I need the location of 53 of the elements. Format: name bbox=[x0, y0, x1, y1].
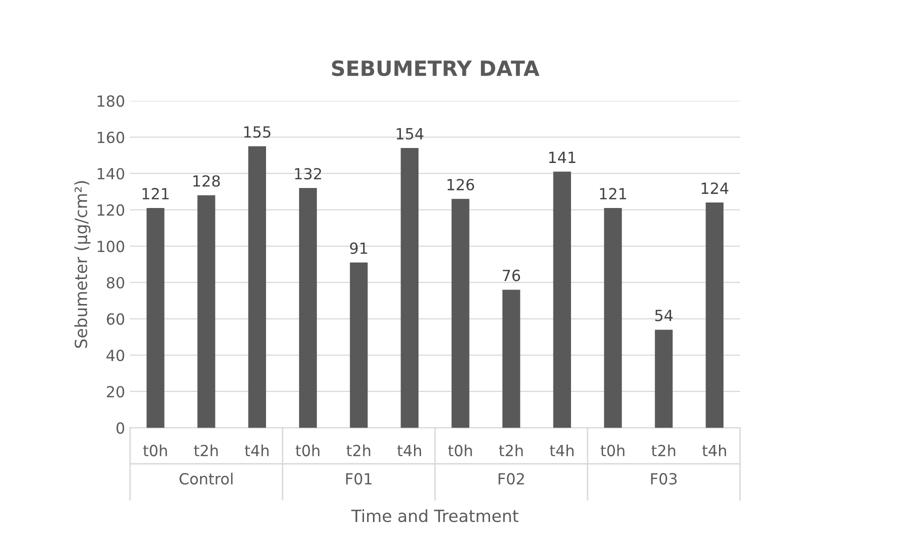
x-tick-label: t2h bbox=[651, 444, 676, 456]
bar bbox=[197, 195, 216, 428]
x-tick-label: t0h bbox=[600, 444, 624, 456]
y-tick-label: 60 bbox=[106, 313, 124, 325]
data-label: 121 bbox=[600, 188, 626, 200]
x-tick-label: t2h bbox=[346, 444, 370, 456]
y-tick-label: 180 bbox=[98, 95, 124, 107]
bar bbox=[553, 172, 572, 428]
y-tick-label: 40 bbox=[106, 350, 124, 362]
chart-title: SEBUMETRY DATA bbox=[332, 60, 540, 76]
bar bbox=[706, 202, 724, 428]
data-label: 126 bbox=[448, 178, 474, 190]
text: F01 bbox=[346, 473, 372, 485]
x-tick-label: t2h bbox=[499, 444, 523, 456]
data-label: 76 bbox=[502, 270, 520, 282]
x-tick-label: t0h bbox=[448, 444, 472, 456]
text: F03 bbox=[651, 473, 677, 485]
x-tick-label: t4h bbox=[702, 444, 726, 456]
x-tick-label: t2h bbox=[194, 444, 218, 456]
y-tick-label: 20 bbox=[106, 386, 124, 398]
text: Control bbox=[180, 472, 232, 485]
data-label: 154 bbox=[396, 128, 424, 140]
data-label: 91 bbox=[350, 242, 368, 254]
y-tick-label: 160 bbox=[98, 132, 124, 144]
y-tick-label: 0 bbox=[116, 422, 124, 434]
x-tick-label: t4h bbox=[550, 444, 574, 456]
bar bbox=[350, 262, 368, 428]
data-label: 121 bbox=[142, 188, 169, 200]
data-label: 54 bbox=[655, 310, 673, 322]
bar bbox=[452, 198, 470, 428]
bar bbox=[400, 148, 419, 428]
bar bbox=[146, 208, 164, 428]
bar bbox=[299, 188, 317, 428]
y-tick-label: 80 bbox=[106, 276, 124, 289]
data-label: 128 bbox=[193, 175, 220, 187]
x-tick-label: t0h bbox=[296, 444, 320, 456]
data-label: 141 bbox=[549, 152, 576, 163]
x-tick-label: t4h bbox=[397, 444, 422, 456]
data-label: 124 bbox=[702, 182, 728, 194]
data-label: 155 bbox=[244, 126, 270, 138]
y-tick-label: 120 bbox=[98, 204, 124, 216]
text: F02 bbox=[498, 473, 524, 485]
x-axis-title: Time and Treatment bbox=[351, 509, 518, 522]
y-tick-label: 140 bbox=[98, 168, 124, 180]
data-label: 132 bbox=[295, 168, 322, 180]
x-tick-label: t4h bbox=[244, 444, 269, 456]
bar bbox=[248, 146, 266, 428]
x-tick-label: t0h bbox=[143, 444, 167, 456]
bar bbox=[502, 290, 520, 428]
y-tick-label: 100 bbox=[98, 240, 124, 252]
bar bbox=[654, 330, 673, 428]
y-axis-title: Sebumeter (µg/cm²) bbox=[74, 181, 90, 348]
bar bbox=[604, 208, 622, 428]
